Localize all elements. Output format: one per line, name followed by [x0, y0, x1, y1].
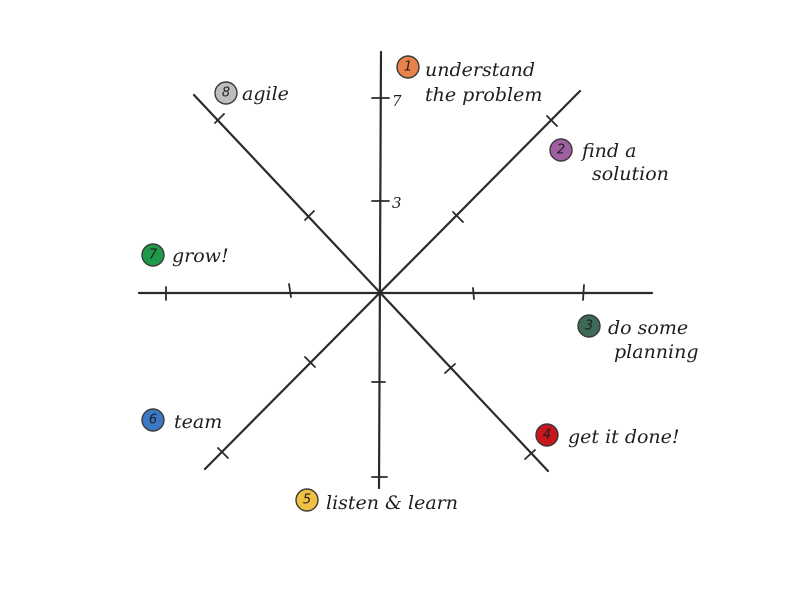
tick: [582, 284, 585, 301]
axis-label-upper: 7: [392, 92, 402, 110]
step-1-number: 1: [404, 60, 412, 75]
tick: [546, 115, 558, 127]
step-5-label: listen & learn: [326, 492, 458, 514]
step-1-label: understand: [425, 59, 535, 81]
step-7: 7 grow!: [141, 243, 229, 267]
step-2-marker: [549, 138, 573, 162]
step-4-label: get it done!: [568, 426, 680, 448]
step-6-label: team: [174, 411, 222, 433]
tick: [524, 449, 536, 460]
step-3-label: do some: [608, 317, 688, 339]
tick: [288, 283, 292, 298]
vertical-axis: [377, 50, 383, 490]
step-2-label: solution: [592, 163, 669, 185]
step-6-number: 6: [149, 413, 157, 428]
step-4-number: 4: [543, 428, 551, 443]
step-4: 4 get it done!: [535, 423, 680, 448]
axes: [137, 50, 654, 490]
diagonal-axis-falling: [192, 93, 550, 473]
step-7-number: 7: [149, 248, 158, 263]
diagonal-axis-rising: [203, 89, 582, 471]
axis-ticks: [165, 97, 585, 478]
step-8-label: agile: [242, 83, 289, 105]
axis-label-lower: 3: [392, 194, 402, 212]
tick: [304, 356, 316, 368]
step-4-marker: [535, 423, 559, 447]
step-8: 8 agile: [214, 81, 289, 105]
step-5-number: 5: [303, 493, 311, 508]
tick: [217, 447, 229, 459]
step-8-marker: [214, 81, 238, 105]
step-2-number: 2: [557, 143, 565, 158]
step-6: 6 team: [141, 408, 222, 433]
step-2-label: find a: [580, 140, 636, 162]
tick: [304, 210, 315, 221]
step-1-marker: [396, 55, 420, 79]
step-6-marker: [141, 408, 165, 432]
step-3-marker: [577, 314, 601, 338]
tick: [214, 113, 225, 124]
step-3-number: 3: [585, 319, 593, 334]
step-3-label: planning: [614, 341, 699, 363]
step-5-marker: [295, 488, 319, 512]
step-5: 5 listen & learn: [295, 488, 458, 514]
step-7-label: grow!: [172, 245, 229, 267]
tick: [444, 363, 456, 374]
step-1: 1 understand the problem: [396, 55, 542, 106]
tick: [452, 211, 464, 223]
tick: [472, 287, 475, 300]
step-1-label: the problem: [425, 84, 542, 106]
step-7-marker: [141, 243, 165, 267]
step-8-number: 8: [222, 86, 230, 101]
